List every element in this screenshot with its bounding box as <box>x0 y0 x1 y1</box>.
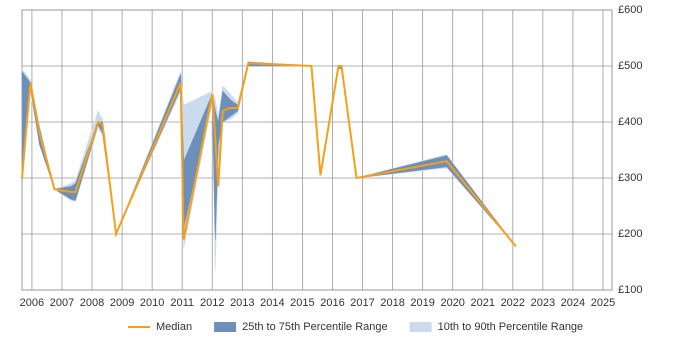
x-tick-label: 2023 <box>531 297 555 309</box>
y-tick-label: £600 <box>618 4 642 16</box>
median-line <box>21 62 517 247</box>
x-tick-label: 2012 <box>200 297 224 309</box>
legend-swatch <box>409 322 432 332</box>
x-tick-label: 2022 <box>501 297 525 309</box>
y-tick-label: £500 <box>618 60 642 72</box>
x-tick-label: 2011 <box>170 297 194 309</box>
x-tick-label: 2010 <box>140 297 164 309</box>
x-tick-label: 2006 <box>20 297 44 309</box>
x-tick-label: 2008 <box>80 297 104 309</box>
x-tick-label: 2021 <box>471 297 495 309</box>
x-tick-label: 2013 <box>230 297 254 309</box>
x-tick-label: 2018 <box>380 297 404 309</box>
y-tick-label: £400 <box>618 116 642 128</box>
x-tick-label: 2015 <box>290 297 314 309</box>
legend-label: 10th to 90th Percentile Range <box>438 321 584 333</box>
x-tick-label: 2020 <box>440 297 464 309</box>
x-tick-label: 2016 <box>320 297 344 309</box>
x-tick-label: 2025 <box>591 297 615 309</box>
x-tick-label: 2009 <box>110 297 134 309</box>
x-tick-label: 2014 <box>260 297 284 309</box>
x-tick-label: 2017 <box>350 297 374 309</box>
legend-label: 25th to 75th Percentile Range <box>242 321 388 333</box>
legend-swatch <box>214 322 237 332</box>
y-tick-label: £100 <box>618 284 642 296</box>
x-tick-label: 2007 <box>50 297 74 309</box>
plot-area <box>21 9 613 291</box>
legend-label: Median <box>156 321 192 333</box>
x-tick-label: 2024 <box>561 297 585 309</box>
x-tick-label: 2019 <box>410 297 434 309</box>
y-tick-label: £200 <box>618 228 642 240</box>
y-tick-label: £300 <box>618 172 642 184</box>
